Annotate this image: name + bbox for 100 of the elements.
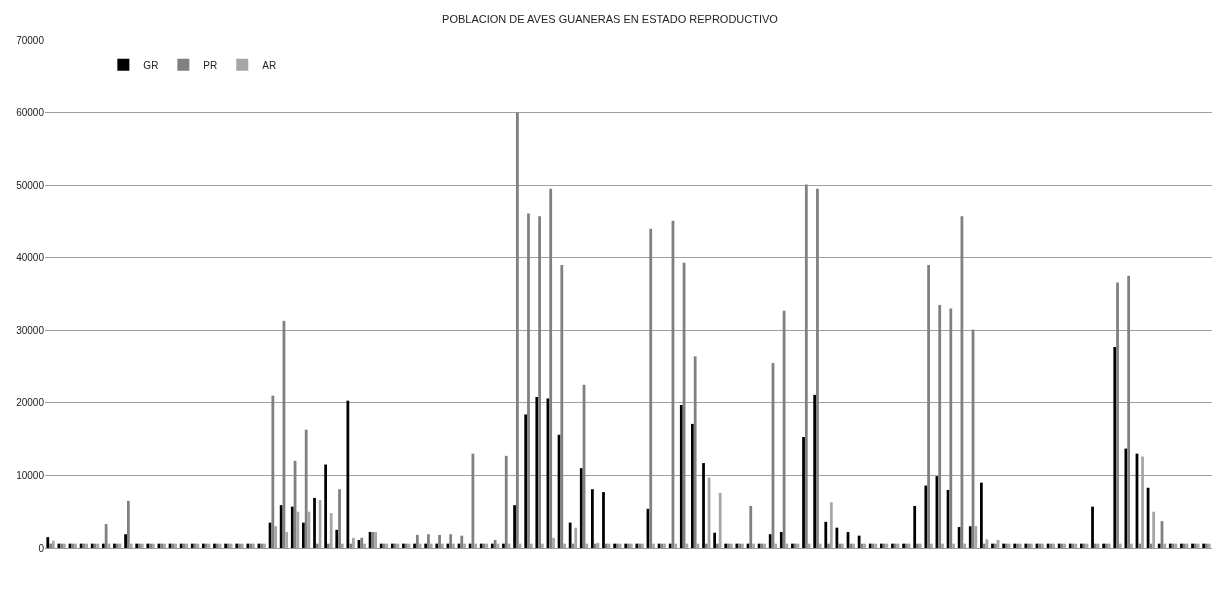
y-tick-label: 50000 [16,179,45,191]
bar [824,521,828,548]
bar [338,489,341,548]
bar [468,543,472,548]
bar [1149,543,1153,548]
bar [429,543,433,548]
bar [296,511,300,548]
bar [513,505,516,548]
y-tick-label: 20000 [16,397,45,409]
bar [949,308,953,548]
bar [285,532,289,548]
bar [1124,448,1128,548]
bar [335,529,339,548]
bar [352,537,355,548]
legend-label: AR [262,59,277,71]
bar [549,188,553,548]
bar [913,505,917,548]
bar [504,455,508,548]
bar [974,526,978,548]
bar [449,534,453,548]
bar [304,429,308,548]
bar [952,543,955,548]
bar [785,543,789,548]
y-tick-label: 40000 [16,252,45,264]
bar [749,505,753,548]
bar [413,543,416,548]
bar [1157,543,1161,548]
bar [827,543,830,548]
bar [702,463,705,548]
bar [802,436,805,548]
bar [752,543,755,548]
bar [538,216,541,548]
bar [329,513,333,548]
bar [924,485,928,548]
y-tick-label: 10000 [16,469,45,481]
bar [691,423,694,548]
bar [1113,346,1117,548]
y-tick-label: 0 [38,542,45,554]
bar [518,543,522,548]
bar [101,543,105,548]
bar [463,543,466,548]
bar [46,537,50,548]
bar [774,543,778,548]
bar [941,543,944,548]
bar [927,264,930,548]
bar [602,492,605,548]
bar [540,543,544,548]
bar [693,356,697,548]
bar [529,543,533,548]
bar [1163,543,1167,548]
bar [302,522,305,548]
bar [474,543,478,548]
bar [279,505,283,548]
bar [968,526,972,548]
bar [563,543,566,548]
bar [963,543,967,548]
bar [427,534,430,548]
bar [685,543,689,548]
bar [585,543,589,548]
bar [816,188,819,548]
bar [938,304,942,548]
bar [313,497,316,548]
bar [1127,275,1131,548]
bar [982,543,986,548]
bar [502,543,505,548]
bar [290,506,294,548]
bar [452,543,455,548]
bar [346,400,350,548]
bar [704,543,708,548]
bar [349,543,353,548]
bar [1091,506,1094,548]
bar [124,534,127,548]
bar [1152,511,1156,548]
bar [535,397,539,548]
bar [1138,543,1142,548]
bar [415,534,419,548]
bar [435,543,439,548]
bar [418,543,422,548]
bar [1118,543,1122,548]
bar [829,502,833,548]
bar [813,394,817,548]
bar [652,543,655,548]
bar [271,395,275,548]
bar [649,228,653,548]
bar [274,526,278,548]
bar [957,526,961,548]
bar [515,112,519,548]
bar [668,543,672,548]
bar [804,184,808,548]
bar [713,532,717,548]
bar [929,543,933,548]
bar [979,482,983,548]
bar [315,543,319,548]
bar [768,534,772,548]
legend-label: GR [143,59,159,71]
bar [460,535,464,548]
bar [674,543,678,548]
bar [590,489,594,548]
y-tick-label: 60000 [16,107,45,119]
bar [340,543,344,548]
